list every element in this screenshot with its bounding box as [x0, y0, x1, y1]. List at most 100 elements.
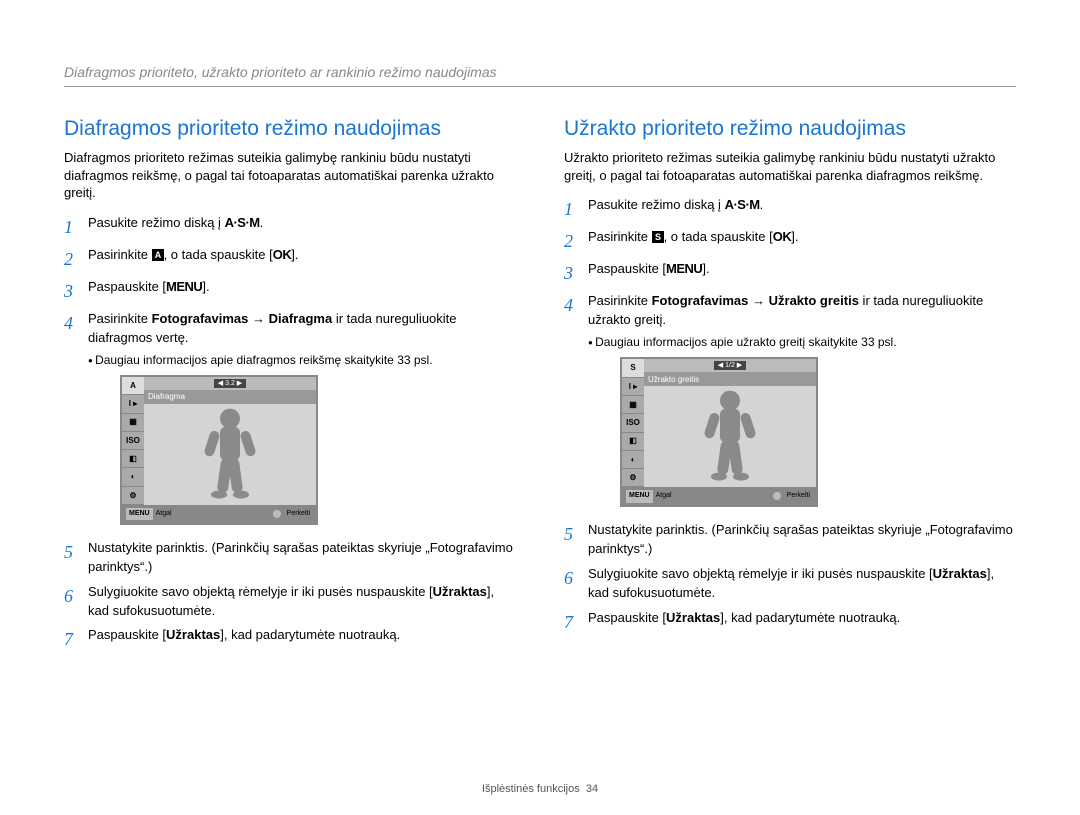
step: 2Pasirinkite A, o tada spauskite [OK]. [64, 246, 516, 272]
step-number: 6 [564, 565, 588, 603]
preview-area [144, 404, 316, 505]
value-chip: ◀ 1/2 ▶ [714, 361, 746, 370]
sidebar-icon: ▦ [622, 396, 644, 414]
step: 1Pasukite režimo diską į A·S·M. [64, 214, 516, 240]
screen-sidebar: SI ▸▦ISO◧◐⚙ [622, 359, 644, 487]
left-column: Diafragmos prioriteto režimo naudojimas … [64, 117, 516, 658]
sidebar-icon: ⚙ [622, 469, 644, 487]
screen-bottombar: MENUAtgal Perkelti [122, 505, 316, 523]
footer-label: Išplėstinės funkcijos [482, 783, 580, 795]
sidebar-icon: ISO [122, 432, 144, 450]
sidebar-icon: ◐ [622, 451, 644, 469]
step: 6Sulygiuokite savo objektą rėmelyje ir i… [64, 583, 516, 621]
step-number: 1 [564, 196, 588, 222]
step-number: 4 [564, 292, 588, 515]
mode-icon: S [622, 359, 644, 377]
svg-text:S: S [655, 232, 661, 242]
step: 5Nustatykite parinktis. (Parinkčių sąraš… [564, 521, 1016, 559]
step-number: 3 [64, 278, 88, 304]
back-label: Atgal [156, 509, 172, 519]
step-number: 5 [564, 521, 588, 559]
step-number: 4 [64, 310, 88, 533]
screen-topbar: ◀ 3.2 ▶ [144, 377, 316, 390]
step-body: Nustatykite parinktis. (Parinkčių sąraša… [588, 521, 1016, 559]
step-body: Pasirinkite A, o tada spauskite [OK]. [88, 246, 516, 272]
setting-label: Užrakto greitis [644, 372, 816, 386]
setting-label: Diafragma [144, 390, 316, 404]
step: 4Pasirinkite Fotografavimas → Užrakto gr… [564, 292, 1016, 515]
sidebar-icon: ISO [622, 414, 644, 432]
step: 7Paspauskite [Užraktas], kad padarytumėt… [64, 626, 516, 652]
left-steps: 1Pasukite režimo diską į A·S·M.2Pasirink… [64, 214, 516, 653]
left-title: Diafragmos prioriteto režimo naudojimas [64, 117, 516, 141]
step-sub-item: Daugiau informacijos apie užrakto greitį… [588, 334, 1016, 351]
person-silhouette [695, 387, 765, 488]
step-number: 6 [64, 583, 88, 621]
svg-text:A: A [154, 250, 161, 260]
sidebar-icon: ◧ [622, 433, 644, 451]
move-label: Perkelti [287, 509, 310, 519]
page-footer: Išplėstinės funkcijos 34 [0, 783, 1080, 795]
step-number: 2 [64, 246, 88, 272]
step-body: Paspauskite [Užraktas], kad padarytumėte… [88, 626, 516, 652]
left-intro: Diafragmos prioriteto režimas suteikia g… [64, 149, 516, 202]
step-body: Pasirinkite Fotografavimas → Užrakto gre… [588, 292, 1016, 515]
page-header: Diafragmos prioriteto, užrakto prioritet… [64, 64, 1016, 87]
step: 5Nustatykite parinktis. (Parinkčių sąraš… [64, 539, 516, 577]
step-body: Pasirinkite Fotografavimas → Diafragma i… [88, 310, 516, 533]
sidebar-icon: I ▸ [622, 378, 644, 396]
right-intro: Užrakto prioriteto režimas suteikia gali… [564, 149, 1016, 184]
menu-label: MENU [126, 508, 153, 520]
menu-label: MENU [626, 490, 653, 502]
step-number: 7 [564, 609, 588, 635]
step-number: 7 [64, 626, 88, 652]
preview-area [644, 386, 816, 487]
sidebar-icon: ◧ [122, 450, 144, 468]
move-label: Perkelti [787, 491, 810, 501]
sidebar-icon: ◐ [122, 468, 144, 486]
step: 4Pasirinkite Fotografavimas → Diafragma … [64, 310, 516, 533]
step-number: 1 [64, 214, 88, 240]
footer-page: 34 [586, 783, 598, 795]
step-body: Paspauskite [Užraktas], kad padarytumėte… [588, 609, 1016, 635]
step-body: Sulygiuokite savo objektą rėmelyje ir ik… [588, 565, 1016, 603]
step: 2Pasirinkite S, o tada spauskite [OK]. [564, 228, 1016, 254]
step-number: 5 [64, 539, 88, 577]
sidebar-icon: I ▸ [122, 395, 144, 413]
step-sub-item: Daugiau informacijos apie diafragmos rei… [88, 352, 516, 369]
right-column: Užrakto prioriteto režimo naudojimas Užr… [564, 117, 1016, 658]
screen-sidebar: AI ▸▦ISO◧◐⚙ [122, 377, 144, 505]
screen-topbar: ◀ 1/2 ▶ [644, 359, 816, 372]
nav-icon [773, 492, 781, 500]
camera-screen: SI ▸▦ISO◧◐⚙ ◀ 1/2 ▶ Užrakto greitis MENUAtg… [620, 357, 818, 507]
mode-icon: A [122, 377, 144, 395]
person-silhouette [195, 404, 265, 505]
screen-bottombar: MENUAtgal Perkelti [622, 487, 816, 505]
step: 1Pasukite režimo diską į A·S·M. [564, 196, 1016, 222]
step-body: Pasukite režimo diską į A·S·M. [88, 214, 516, 240]
content-columns: Diafragmos prioriteto režimo naudojimas … [64, 117, 1016, 658]
step-body: Pasirinkite S, o tada spauskite [OK]. [588, 228, 1016, 254]
value-chip: ◀ 3.2 ▶ [214, 379, 246, 388]
step: 7Paspauskite [Užraktas], kad padarytumėt… [564, 609, 1016, 635]
step-body: Pasukite režimo diską į A·S·M. [588, 196, 1016, 222]
step-sub: Daugiau informacijos apie užrakto greitį… [588, 334, 1016, 351]
step: 6Sulygiuokite savo objektą rėmelyje ir i… [564, 565, 1016, 603]
sidebar-icon: ⚙ [122, 487, 144, 505]
step-body: Sulygiuokite savo objektą rėmelyje ir ik… [88, 583, 516, 621]
manual-page: Diafragmos prioriteto, užrakto prioritet… [0, 0, 1080, 698]
step-body: Nustatykite parinktis. (Parinkčių sąraša… [88, 539, 516, 577]
step: 3Paspauskite [MENU]. [564, 260, 1016, 286]
step-body: Paspauskite [MENU]. [588, 260, 1016, 286]
step-body: Paspauskite [MENU]. [88, 278, 516, 304]
sidebar-icon: ▦ [122, 414, 144, 432]
right-steps: 1Pasukite režimo diską į A·S·M.2Pasirink… [564, 196, 1016, 635]
step-number: 2 [564, 228, 588, 254]
step-sub: Daugiau informacijos apie diafragmos rei… [88, 352, 516, 369]
step-number: 3 [564, 260, 588, 286]
right-title: Užrakto prioriteto režimo naudojimas [564, 117, 1016, 141]
nav-icon [273, 510, 281, 518]
step: 3Paspauskite [MENU]. [64, 278, 516, 304]
back-label: Atgal [656, 491, 672, 501]
camera-screen: AI ▸▦ISO◧◐⚙ ◀ 3.2 ▶ Diafragma MENUAtgal Perk… [120, 375, 318, 525]
